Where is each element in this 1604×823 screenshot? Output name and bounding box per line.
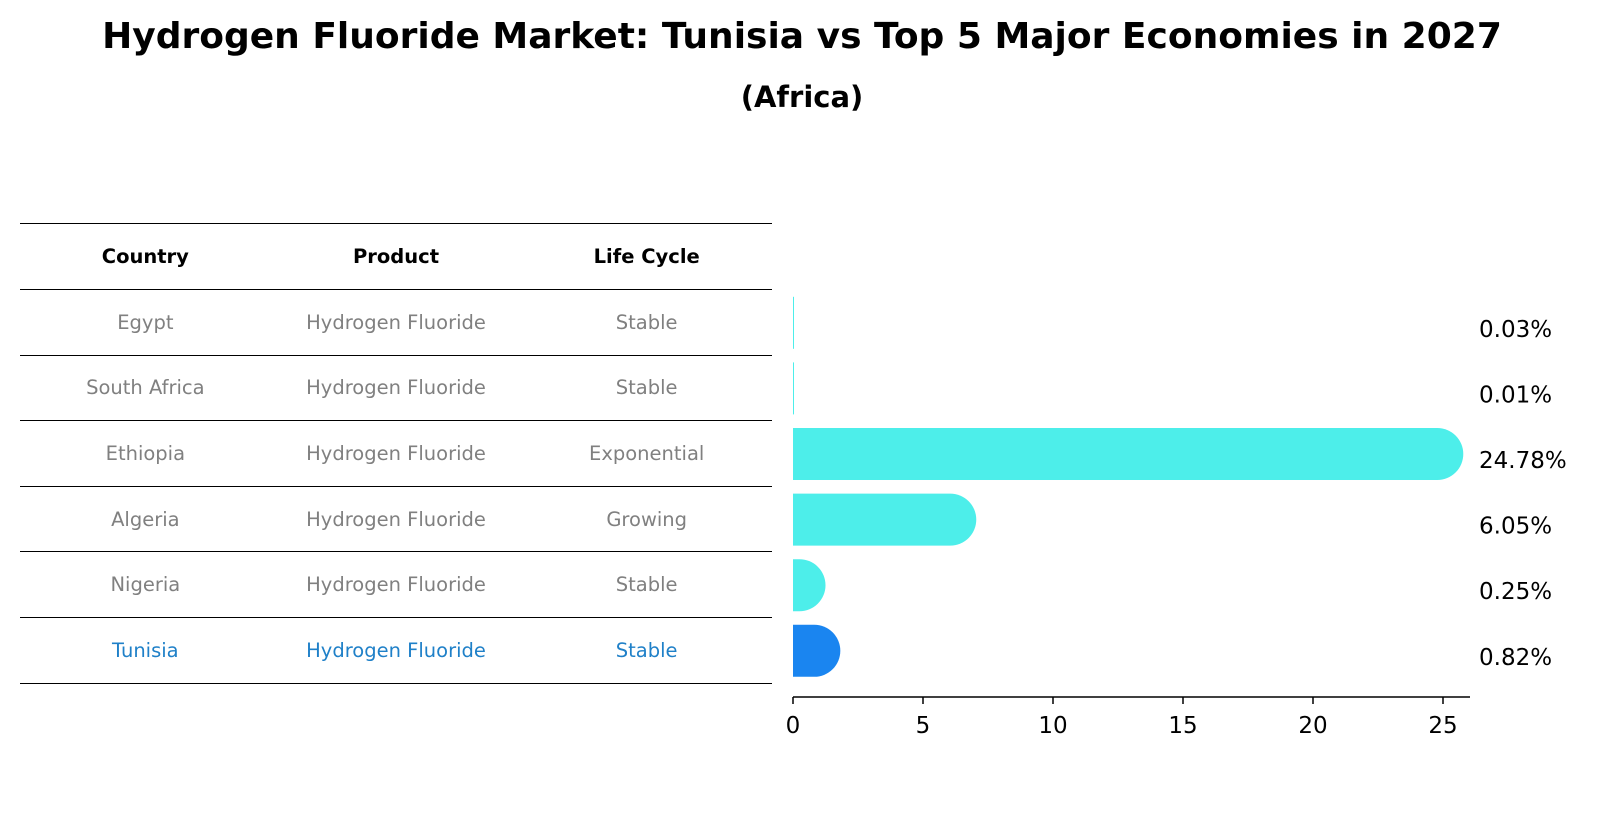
- x-axis: 0 5 10 15 20 25: [786, 696, 1470, 739]
- table-row: Egypt Hydrogen Fluoride Stable: [20, 290, 772, 356]
- bar-egypt: [793, 296, 794, 349]
- bar-south-africa: [793, 362, 794, 415]
- table-row: South Africa Hydrogen Fluoride Stable: [20, 356, 772, 422]
- life-cycle-cell: Growing: [606, 507, 688, 531]
- value-label: 0.82%: [1479, 645, 1552, 671]
- country-cell: Egypt: [117, 310, 174, 334]
- product-cell: Hydrogen Fluoride: [306, 376, 486, 400]
- country-cell: Nigeria: [110, 573, 181, 597]
- product-cell: Hydrogen Fluoride: [306, 441, 486, 465]
- country-cell: Ethiopia: [105, 441, 186, 465]
- header-product: Product: [352, 245, 440, 268]
- product-cell: Hydrogen Fluoride: [306, 310, 486, 334]
- product-cell: Hydrogen Fluoride: [306, 573, 486, 597]
- value-label: 0.03%: [1479, 317, 1552, 343]
- table-row: Nigeria Hydrogen Fluoride Stable: [20, 552, 772, 618]
- data-table: Country Product Life Cycle Egypt Hydroge…: [20, 223, 772, 684]
- life-cycle-cell: Stable: [615, 638, 678, 662]
- bars-group: [793, 296, 1464, 677]
- table-row: Algeria Hydrogen Fluoride Growing: [20, 487, 772, 553]
- value-label: 6.05%: [1479, 514, 1552, 540]
- value-label: 0.01%: [1479, 382, 1552, 408]
- product-cell: Hydrogen Fluoride: [306, 507, 486, 531]
- value-label: 0.25%: [1479, 579, 1552, 605]
- life-cycle-cell: Stable: [615, 376, 678, 400]
- table-row-highlighted: Tunisia Hydrogen Fluoride Stable: [20, 618, 772, 684]
- x-tick-label: 10: [1038, 713, 1067, 739]
- chart-subtitle: (Africa): [740, 80, 864, 114]
- product-cell: Hydrogen Fluoride: [306, 638, 486, 662]
- country-cell: Algeria: [111, 507, 180, 531]
- bar-algeria: [793, 493, 977, 546]
- value-label: 24.78%: [1479, 448, 1567, 474]
- table-row: Ethiopia Hydrogen Fluoride Exponential: [20, 421, 772, 487]
- bar-tunisia: [793, 624, 841, 677]
- chart-title: Hydrogen Fluoride Market: Tunisia vs Top…: [102, 16, 1502, 57]
- life-cycle-cell: Exponential: [589, 441, 705, 465]
- value-labels-group: 0.03% 0.01% 24.78% 6.05% 0.25% 0.82%: [1479, 317, 1567, 671]
- header-life-cycle: Life Cycle: [593, 245, 700, 268]
- bar-ethiopia: [793, 428, 1464, 480]
- x-tick-label: 15: [1168, 713, 1197, 739]
- table-header-row: Country Product Life Cycle: [20, 223, 772, 290]
- header-country: Country: [101, 245, 189, 268]
- country-cell: South Africa: [86, 376, 205, 400]
- x-tick-label: 5: [916, 713, 931, 739]
- x-tick-label: 0: [786, 713, 801, 739]
- country-cell: Tunisia: [112, 638, 179, 662]
- x-tick-label: 25: [1428, 713, 1457, 739]
- x-tick-label: 20: [1298, 713, 1327, 739]
- life-cycle-cell: Stable: [615, 573, 678, 597]
- life-cycle-cell: Stable: [615, 310, 678, 334]
- bar-nigeria: [793, 559, 826, 612]
